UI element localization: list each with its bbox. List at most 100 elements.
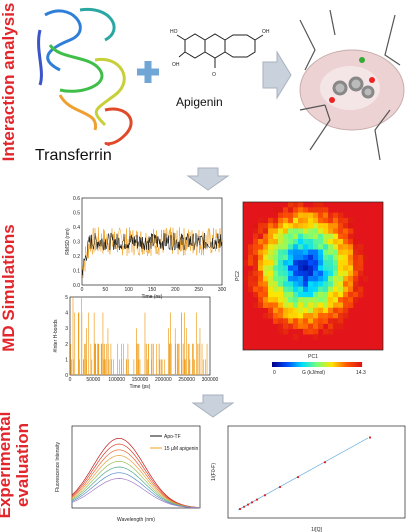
fel-cell <box>248 276 254 282</box>
fel-cell <box>293 239 299 245</box>
fel-cell <box>303 281 309 287</box>
colorbar-cell <box>341 362 343 367</box>
fel-cell <box>313 207 319 213</box>
fel-cell <box>308 244 314 250</box>
fel-cell <box>318 307 324 314</box>
fel-cell <box>283 270 289 277</box>
fel-cell <box>288 223 294 229</box>
fel-cell <box>273 233 279 240</box>
arrow <box>262 50 292 100</box>
fel-cell <box>288 291 294 298</box>
fel-cell <box>293 212 299 219</box>
fel-cell <box>313 318 319 324</box>
fel-cell <box>303 212 309 219</box>
fel-cell <box>328 291 334 298</box>
fel-cell <box>343 291 349 298</box>
x-axis-label: PC1 <box>308 354 318 360</box>
fel-cell <box>338 254 344 261</box>
fel-cell <box>338 276 344 282</box>
atom-label: O <box>212 72 216 78</box>
fel-cell <box>308 297 314 303</box>
colorbar-cell <box>305 362 307 367</box>
fel-cell <box>318 297 324 303</box>
fel-cell <box>318 233 324 240</box>
fel-cell <box>308 328 314 335</box>
fel-cell <box>358 265 364 272</box>
fel-cell <box>348 286 354 293</box>
fel-cell <box>253 291 259 298</box>
fel-cell <box>358 270 364 277</box>
fel-cell <box>308 276 314 282</box>
fel-cell <box>293 260 299 266</box>
fel-cell <box>293 223 299 229</box>
fel-cell <box>328 254 334 261</box>
fel-cell <box>298 244 304 250</box>
fel-cell <box>318 244 324 250</box>
fel-cell <box>323 318 329 324</box>
fel-cell <box>273 318 279 324</box>
fel-cell <box>363 254 369 261</box>
fel-cell <box>263 223 269 229</box>
colorbar-max: 14.3 <box>356 370 366 376</box>
fel-cell <box>263 281 269 287</box>
fel-cell <box>263 228 269 235</box>
fel-cell <box>293 207 299 213</box>
fel-cell <box>288 212 294 219</box>
fel-cell <box>283 307 289 314</box>
fel-cell <box>323 239 329 245</box>
fel-cell <box>308 254 314 261</box>
fel-cell <box>298 328 304 335</box>
fel-cell <box>273 260 279 266</box>
fel-cell <box>258 297 264 303</box>
fel-cell <box>313 286 319 293</box>
fel-cell <box>273 223 279 229</box>
fel-cell <box>313 202 319 208</box>
colorbar-cell <box>276 362 279 367</box>
fel-cell <box>338 323 344 330</box>
fel-cell <box>313 223 319 229</box>
colorbar-cell <box>323 362 325 367</box>
fel-cell <box>338 302 344 309</box>
fel-cell <box>323 254 329 261</box>
colorbar-cell <box>297 362 300 367</box>
fel-cell <box>323 281 329 287</box>
fel-cell <box>348 291 354 298</box>
fel-cell <box>273 239 279 245</box>
atom-label: HO <box>170 29 178 35</box>
fel-cell <box>348 233 354 240</box>
fel-cell <box>298 286 304 293</box>
fel-cell <box>253 233 259 240</box>
fel-cell <box>258 217 264 224</box>
fel-cell <box>308 313 314 319</box>
y-tick-label: 5 <box>65 295 68 301</box>
fel-cell <box>323 328 329 335</box>
fel-cell <box>303 297 309 303</box>
fel-cell <box>273 313 279 319</box>
arrow <box>186 167 230 191</box>
colorbar-cell <box>278 362 280 367</box>
fel-cell <box>283 291 289 298</box>
fel-cell <box>298 249 304 256</box>
y-axis-label: 1/(F0-F) <box>211 463 217 481</box>
plot-frame <box>242 201 384 351</box>
fel-cell <box>303 286 309 293</box>
fel-cell <box>288 244 294 250</box>
fel-cell <box>338 249 344 256</box>
fel-cell <box>348 276 354 282</box>
data-point <box>263 494 267 497</box>
fel-cell <box>313 313 319 319</box>
fel-cell <box>303 265 309 272</box>
fel-cell <box>293 323 299 330</box>
fel-cell <box>298 217 304 224</box>
fel-cell <box>338 239 344 245</box>
fel-cell <box>283 260 289 266</box>
y-axis-label: PC2 <box>235 271 241 281</box>
fel-cell <box>278 207 284 213</box>
colorbar-cell <box>311 362 313 367</box>
fel-cell <box>323 313 329 319</box>
fel-cell <box>278 302 284 309</box>
fel-cell <box>313 233 319 240</box>
x-tick-label: 50 <box>103 287 109 293</box>
fel-cell <box>273 254 279 261</box>
fel-cell <box>258 254 264 261</box>
